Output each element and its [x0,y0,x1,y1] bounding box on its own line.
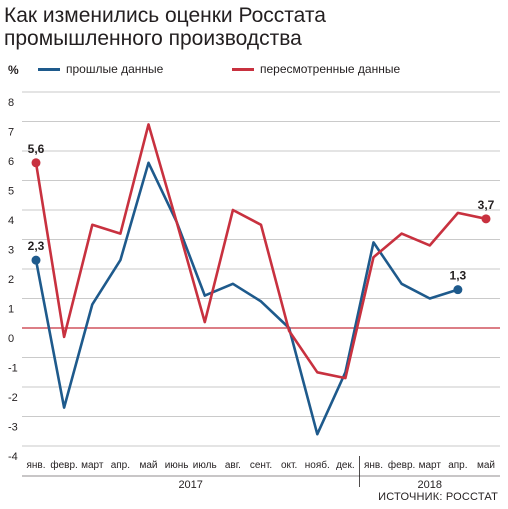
data-label: 1,3 [450,269,467,283]
series-line-revised [34,123,488,380]
y-axis-unit: % [8,63,19,77]
data-point-marker [453,285,463,295]
legend-swatch-past [38,67,60,71]
legend-item-past: прошлые данные [38,62,163,76]
data-point-marker [31,158,41,168]
y-tick-label: -4 [8,451,18,463]
x-tick-label: янв. [364,460,383,471]
data-label: 5,6 [28,142,45,156]
x-tick-label: июль [193,460,217,471]
x-tick-label: май [477,460,495,471]
y-tick-label: -3 [8,422,18,434]
y-tick-label: -1 [8,363,18,375]
x-tick-label: февр. [50,459,77,471]
data-point-marker [31,255,41,265]
y-tick-label: 5 [8,186,14,198]
x-tick-label: окт. [281,460,297,471]
data-label: 3,7 [478,198,495,212]
series-line-past [34,161,460,436]
y-tick-label: 0 [8,333,14,345]
x-tick-label: март [419,460,442,471]
data-point-marker [481,214,491,224]
x-tick-label: июнь [165,460,189,471]
year-label: 2017 [178,479,202,491]
y-tick-label: 4 [8,215,14,227]
y-tick-label: 2 [8,274,14,286]
x-tick-label: нояб. [305,459,330,471]
x-tick-label: апр. [448,460,467,471]
x-tick-label: март [81,460,104,471]
y-tick-label: 3 [8,245,14,257]
legend-label-past: прошлые данные [66,62,164,76]
x-tick-label: дек. [336,460,355,471]
x-tick-label: авг. [225,460,241,471]
source-note: ИСТОЧНИК: РОССТАТ [378,491,498,503]
x-tick-label: апр. [111,460,130,471]
year-label: 2018 [418,479,442,491]
chart-title: Как изменились оценки Росстата промышлен… [4,4,504,50]
y-tick-label: -2 [8,392,18,404]
y-tick-label: 6 [8,156,14,168]
legend-swatch-revised [232,67,254,71]
y-tick-label: 7 [8,127,14,139]
x-tick-label: сент. [250,460,272,471]
y-tick-label: 8 [8,97,14,109]
legend-label-revised: пересмотренные данные [260,62,401,76]
x-tick-label: май [139,460,157,471]
x-tick-label: февр. [388,459,415,471]
chart-title-line-1: Как изменились оценки Росстата [4,4,326,27]
legend-item-revised: пересмотренные данные [232,62,400,76]
x-tick-label: янв. [26,460,45,471]
chart-title-line-2: промышленного производства [4,27,302,50]
y-tick-label: 1 [8,304,14,316]
data-label: 2,3 [28,239,45,253]
